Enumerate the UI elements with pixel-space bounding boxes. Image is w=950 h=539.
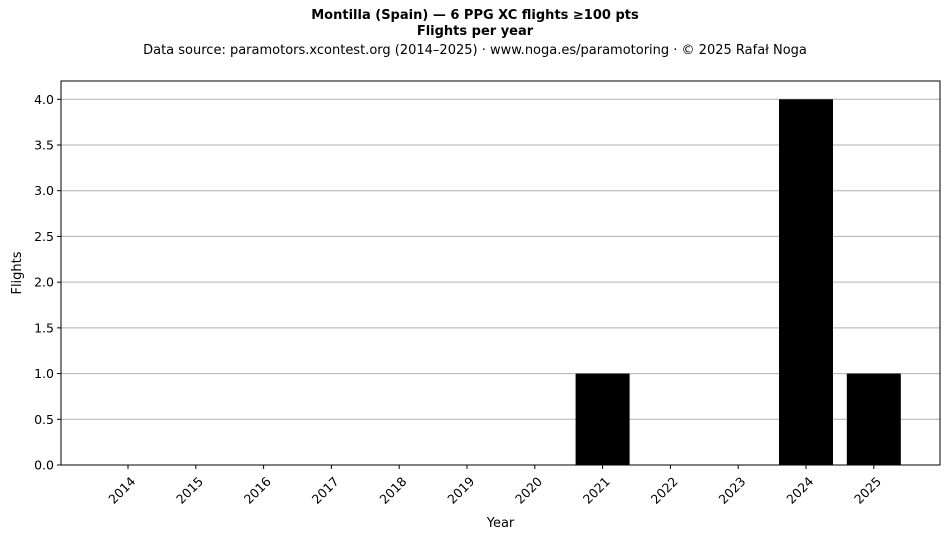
y-tick-label: 2.0 [34,275,54,290]
bar-layer [575,99,901,466]
x-axis: 2014 2015 2016 2017 2018 2019 2020 2021 2022 2023… [105,465,884,507]
chart-subtitle: Flights per year [416,24,534,39]
y-tick-label: 3.5 [34,138,54,153]
chart-title: Montilla (Spain) — 6 PPG XC flights ≥100… [311,8,639,23]
y-tick-label: 2.5 [34,229,54,244]
y-tick-label: 4.0 [34,92,54,107]
x-tick-label: 2021 [580,474,613,507]
bar-2021 [575,373,630,465]
y-axis-label: Flights [10,251,25,294]
x-tick-label: 2022 [648,474,681,507]
y-tick-label: 0.5 [34,412,54,427]
y-tick-label: 1.0 [34,366,54,381]
x-tick-label: 2017 [309,474,342,507]
bar-2025 [846,373,901,465]
x-tick-label: 2015 [173,474,206,507]
title-block: Montilla (Spain) — 6 PPG XC flights ≥100… [0,8,950,60]
x-tick-label: 2014 [105,474,138,507]
x-tick-label: 2020 [512,474,545,507]
y-axis: 0.0 0.5 1.0 1.5 2.0 2.5 3.0 3.5 4.0 [34,92,61,473]
x-tick-label: 2019 [444,474,477,507]
y-tick-label: 3.0 [34,183,54,198]
plot-frame [60,80,941,466]
x-tick-label: 2023 [715,474,748,507]
x-tick-label: 2025 [851,474,884,507]
x-tick-label: 2018 [376,474,409,507]
bar-2024 [779,99,833,466]
x-tick-label: 2016 [241,474,274,507]
x-tick-label: 2024 [783,474,816,507]
y-tick-label: 1.5 [34,320,54,335]
source-line: Data source: paramotors.xcontest.org (20… [143,43,807,58]
y-tick-label: 0.0 [34,458,54,473]
x-axis-label: Year [486,516,515,531]
